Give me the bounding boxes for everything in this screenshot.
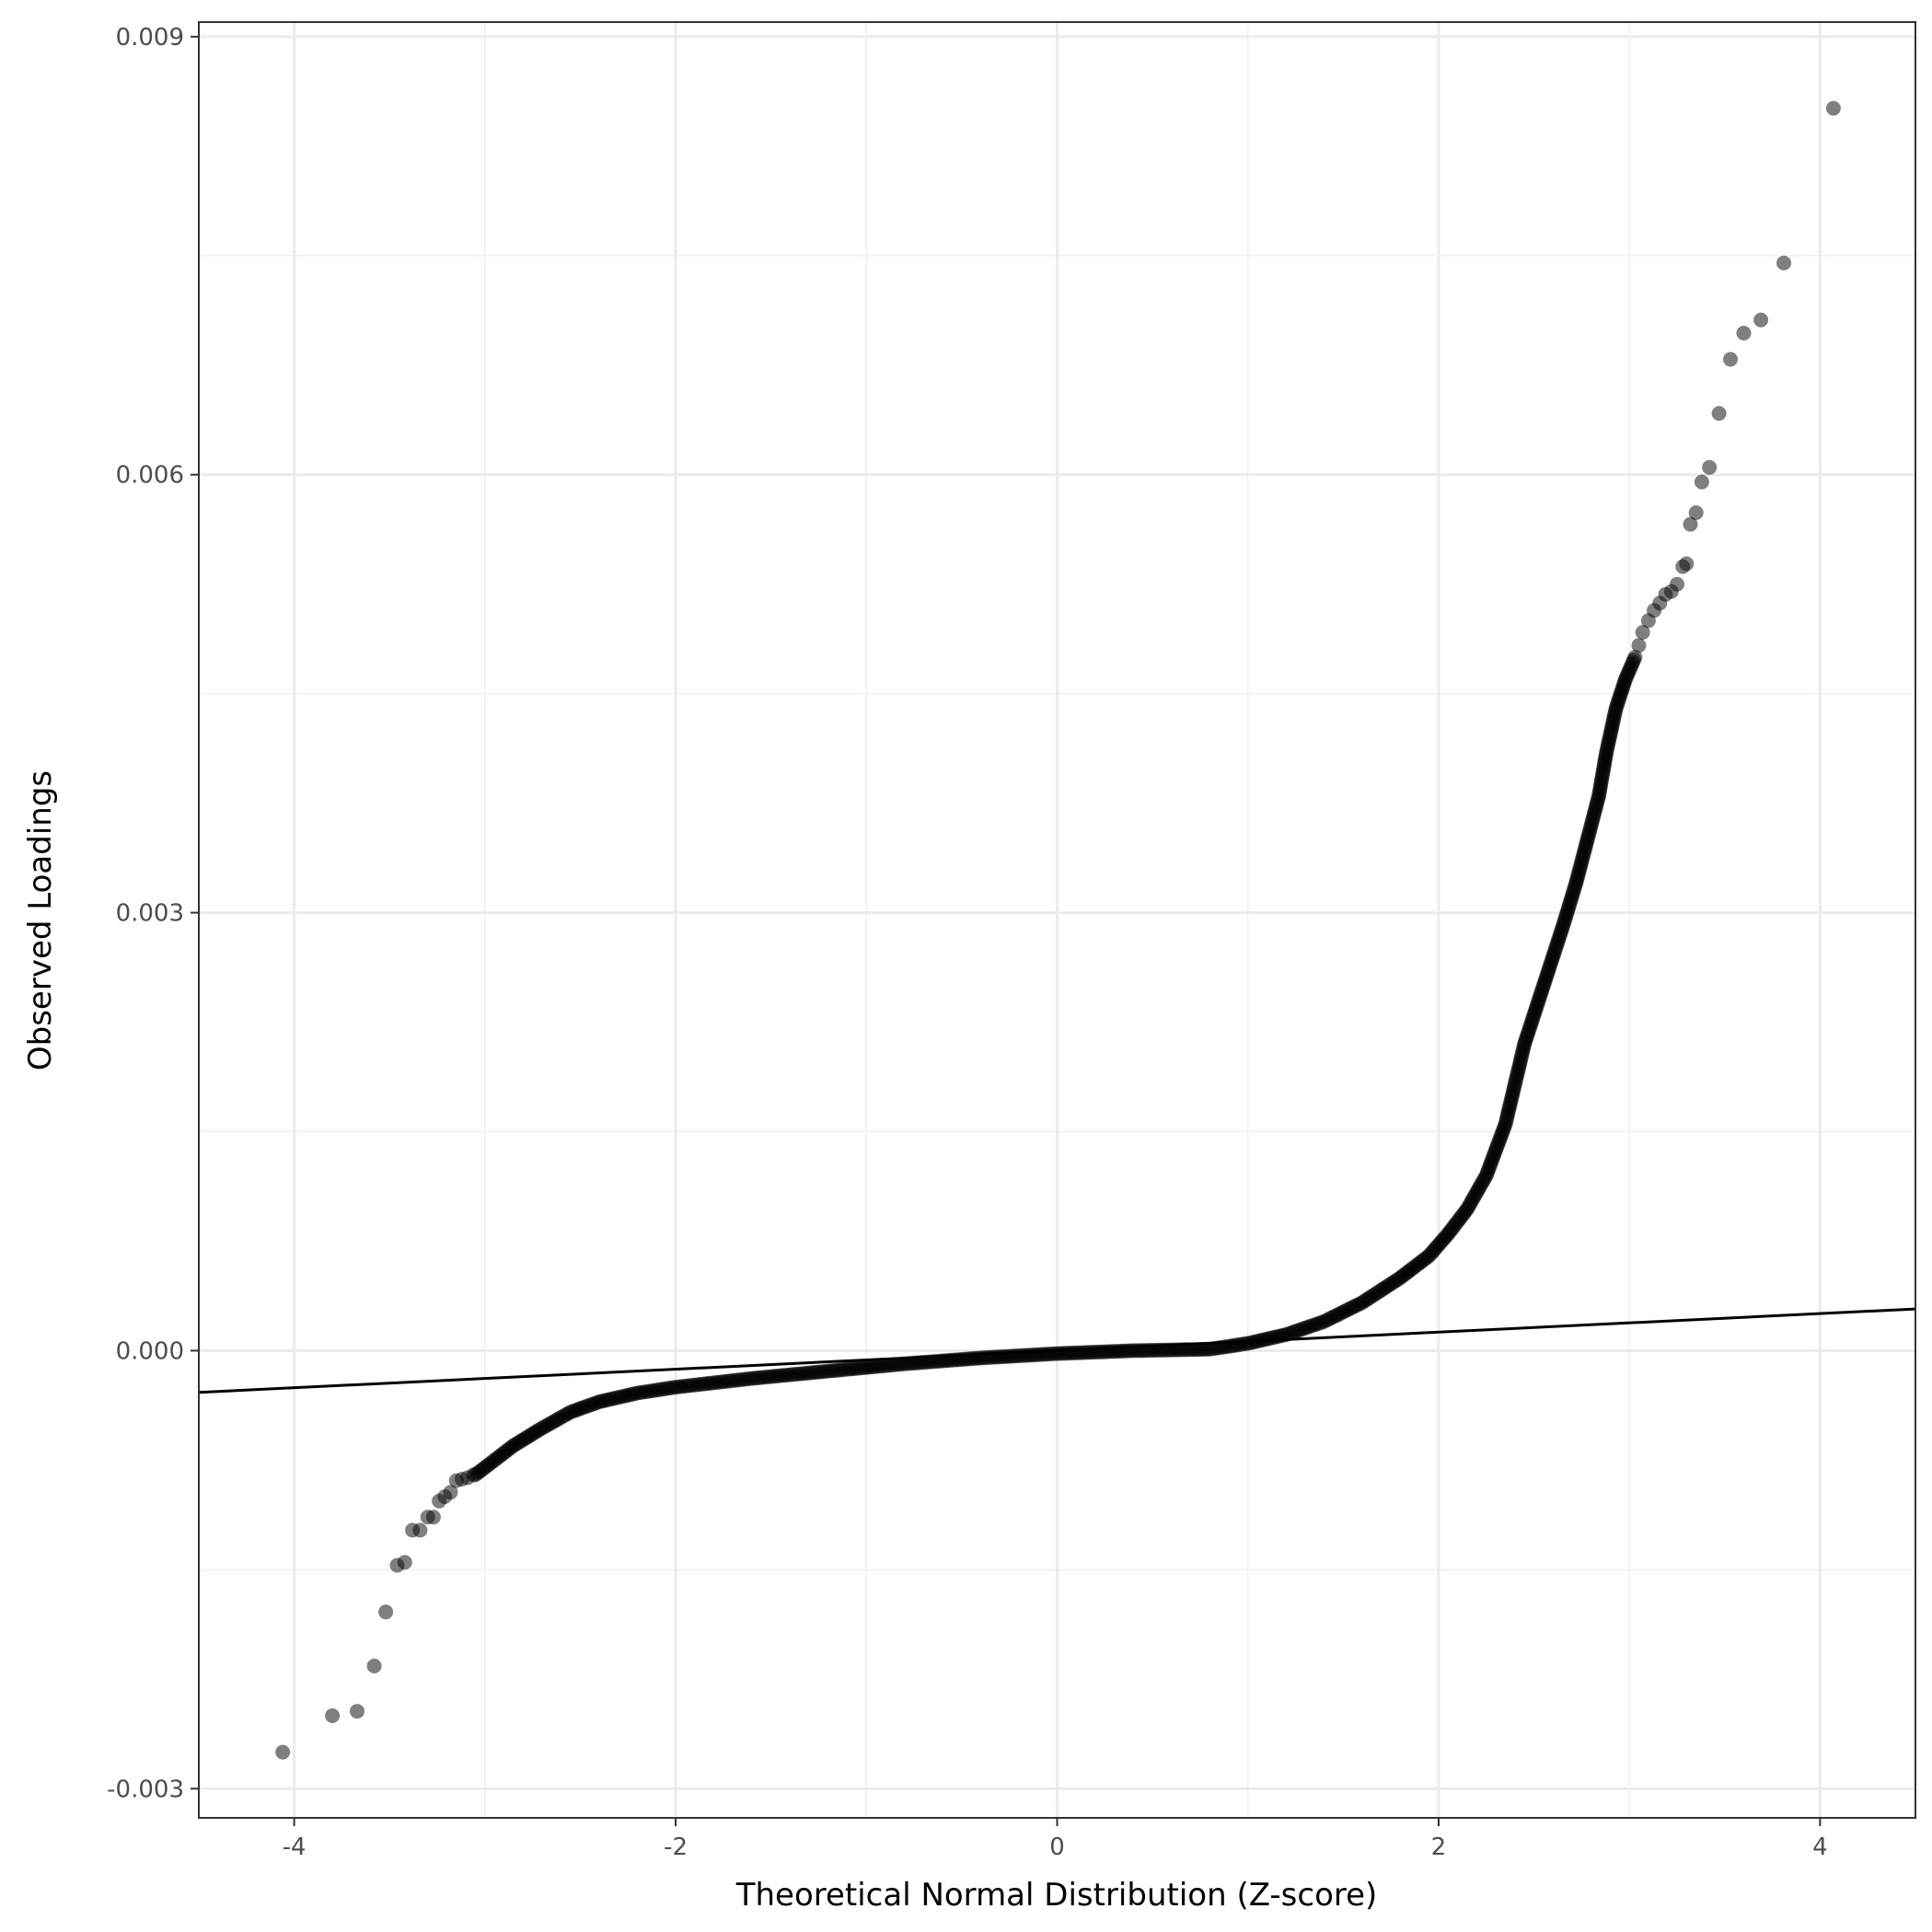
data-point	[1683, 516, 1698, 532]
x-tick-label: -4	[283, 1834, 307, 1861]
data-point	[443, 1485, 458, 1500]
reference-line	[198, 1307, 1916, 1394]
data-point	[1736, 325, 1752, 341]
y-axis-ticks: -0.003 0.000 0.003 0.006 0.009	[107, 24, 199, 1803]
y-tick-label: 0.000	[116, 1337, 184, 1365]
data-point	[1776, 255, 1791, 271]
data-point	[1688, 505, 1704, 520]
data-point	[378, 1604, 394, 1620]
data-point	[1702, 459, 1718, 475]
data-point	[325, 1708, 341, 1723]
data-point	[275, 1744, 291, 1760]
x-tick-label: 4	[1812, 1834, 1828, 1861]
data-point	[1635, 625, 1650, 640]
data-point	[1753, 312, 1769, 328]
data-point	[1694, 474, 1709, 490]
y-tick-label: 0.009	[116, 24, 184, 52]
data-point	[466, 1467, 481, 1483]
x-tick-label: -2	[664, 1834, 688, 1861]
x-tick-label: 2	[1431, 1834, 1447, 1861]
data-point	[1631, 638, 1647, 654]
data-point	[1627, 650, 1643, 665]
x-axis-title: Theoretical Normal Distribution (Z-score…	[735, 1877, 1378, 1914]
data-point	[1679, 556, 1695, 572]
x-tick-label: 0	[1049, 1834, 1065, 1861]
x-axis-ticks: -4 -2 0 2 4	[283, 1818, 1828, 1861]
data-point	[1723, 352, 1738, 367]
data-point	[397, 1555, 412, 1570]
data-point	[1670, 576, 1684, 592]
y-tick-label: 0.003	[116, 900, 184, 928]
y-axis-title: Observed Loadings	[22, 770, 59, 1070]
data-point	[412, 1522, 428, 1538]
data-point	[350, 1704, 364, 1719]
data-point	[1825, 100, 1841, 116]
y-tick-label: 0.006	[116, 462, 184, 490]
data-point	[425, 1510, 441, 1525]
y-tick-label: -0.003	[107, 1776, 184, 1803]
data-point	[366, 1659, 382, 1673]
data-point	[1711, 406, 1727, 422]
